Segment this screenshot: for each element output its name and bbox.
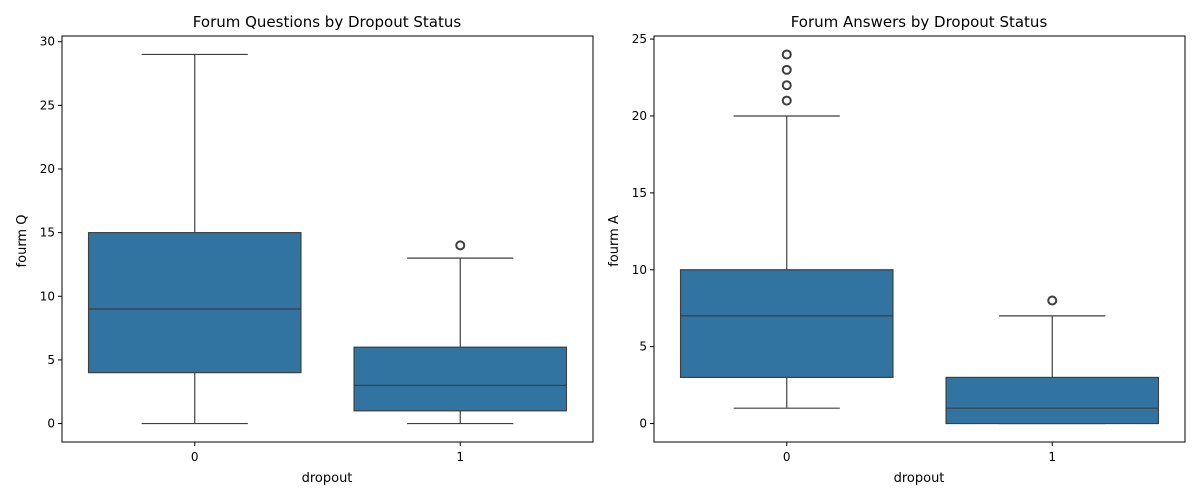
iqr-box	[353, 346, 568, 412]
box-1	[353, 240, 568, 425]
plot-frame	[653, 35, 1186, 443]
iqr-box	[679, 269, 894, 379]
box-1	[945, 295, 1160, 425]
plot-frame	[61, 35, 594, 443]
outlier-point	[781, 80, 792, 91]
y-tick-label: 10	[632, 263, 647, 277]
iqr-box	[945, 376, 1160, 425]
box-0	[87, 53, 302, 425]
chart-title: Forum Answers by Dropout Status	[791, 13, 1048, 31]
outlier-point	[455, 240, 466, 251]
box-0	[679, 49, 894, 409]
y-tick-label: 20	[40, 162, 55, 176]
y-tick-label: 30	[40, 35, 55, 49]
y-tick-label: 20	[632, 109, 647, 123]
y-tick-label: 0	[47, 417, 55, 431]
x-axis-label: dropout	[302, 471, 353, 486]
x-tick-label: 1	[1048, 450, 1056, 464]
y-tick-label: 5	[47, 353, 55, 367]
outlier-point	[781, 95, 792, 106]
outlier-point	[781, 64, 792, 75]
y-axis-label: fourm Q	[15, 215, 30, 268]
y-tick-label: 25	[40, 98, 55, 112]
y-tick-label: 15	[632, 186, 647, 200]
y-tick-label: 0	[639, 417, 647, 431]
y-tick-label: 5	[639, 340, 647, 354]
y-tick-label: 25	[632, 32, 647, 46]
x-tick-label: 0	[783, 450, 791, 464]
x-tick-label: 0	[191, 450, 199, 464]
y-axis-label: fourm A	[607, 215, 622, 267]
outlier-point	[781, 49, 792, 60]
x-axis-label: dropout	[894, 471, 945, 486]
outlier-point	[1047, 295, 1058, 306]
x-tick-label: 1	[456, 450, 464, 464]
iqr-box	[87, 232, 302, 374]
forum-answers-chart: Forum Answers by Dropout Status dropout …	[607, 13, 1186, 486]
forum-questions-chart: Forum Questions by Dropout Status dropou…	[15, 13, 594, 486]
y-tick-label: 15	[40, 226, 55, 240]
y-tick-label: 10	[40, 289, 55, 303]
chart-title: Forum Questions by Dropout Status	[193, 13, 462, 31]
